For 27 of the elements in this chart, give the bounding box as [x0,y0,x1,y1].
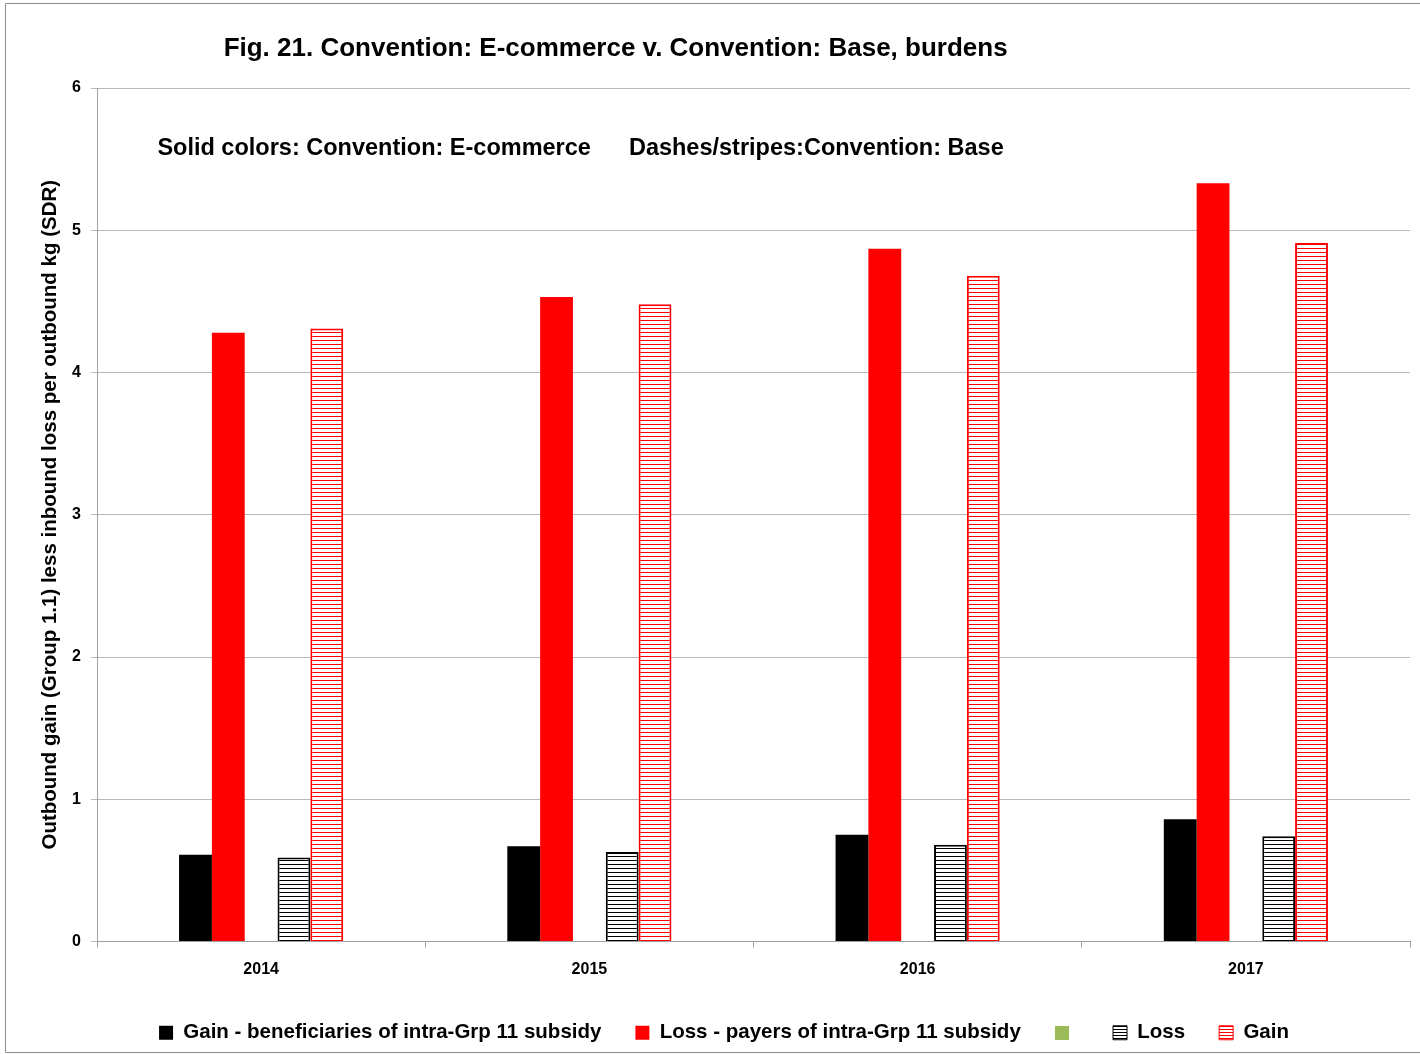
bar [1163,819,1197,941]
x-tick-label: 2017 [1228,959,1264,977]
bar [507,846,541,941]
y-tick-label: 1 [72,789,82,807]
bar [868,248,902,941]
annotation: Solid colors: Convention: E-commerce [157,134,591,161]
x-tick-label: 2014 [243,959,280,977]
y-axis-title: Outbound gain (Group 1.1) less inbound loss per outbound kg (SDR) [36,179,60,850]
legend-label: Loss [1137,1019,1186,1043]
chart-title: Fig. 21. Convention: E-commerce v. Convention: Base, burdens [223,32,1008,63]
y-tick-label: 0 [72,931,82,949]
y-tick-label: 4 [72,362,82,380]
bar [835,834,869,941]
bar [540,297,573,941]
y-tick-label: 5 [72,220,82,238]
legend-label: Gain [1243,1019,1289,1043]
bar [211,332,245,941]
y-tick-label: 3 [72,505,82,523]
bar [179,854,212,941]
annotation: Dashes/stripes:Convention: Base [628,134,1004,161]
legend-label: Loss - payers of intra-Grp 11 subsidy [659,1019,1022,1043]
legend-label: Gain - beneficiaries of intra-Grp 11 subsidy [183,1019,602,1043]
bar [1196,183,1230,941]
x-tick-label: 2016 [899,959,936,977]
x-tick-label: 2015 [571,959,608,977]
y-tick-label: 6 [72,78,82,96]
y-tick-label: 2 [72,647,82,665]
